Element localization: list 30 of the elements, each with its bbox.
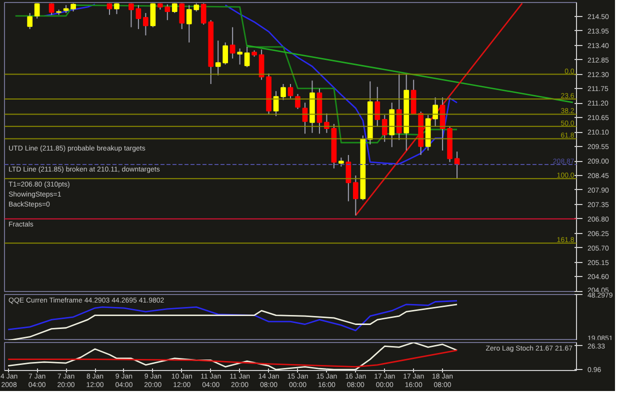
candlestick (288, 84, 294, 99)
line-series (44, 4, 96, 17)
candlestick (230, 26, 236, 59)
candlestick (179, 2, 185, 30)
candlestick (302, 102, 308, 134)
line-series (224, 4, 458, 165)
candlestick (410, 79, 416, 115)
candlestick (382, 114, 388, 142)
candlestick (186, 4, 192, 43)
candlestick (143, 12, 148, 36)
candlestick (432, 96, 438, 128)
candlestick (27, 12, 33, 30)
candlestick (136, 4, 142, 30)
candlestick (280, 84, 286, 101)
candlestick (244, 46, 250, 68)
line-series (7, 350, 458, 368)
candlestick (273, 90, 279, 117)
line-series (7, 342, 458, 370)
candlestick (396, 72, 402, 141)
candlestick (258, 49, 264, 80)
candlestick (164, 4, 170, 21)
candlestick (295, 93, 300, 110)
candlestick (34, 2, 40, 20)
candlestick (374, 86, 380, 128)
candlestick (237, 48, 242, 66)
line-series (7, 304, 458, 340)
candlestick (150, 2, 156, 28)
candlestick (128, 2, 134, 28)
line-series (14, 4, 458, 144)
candlestick (352, 175, 358, 216)
